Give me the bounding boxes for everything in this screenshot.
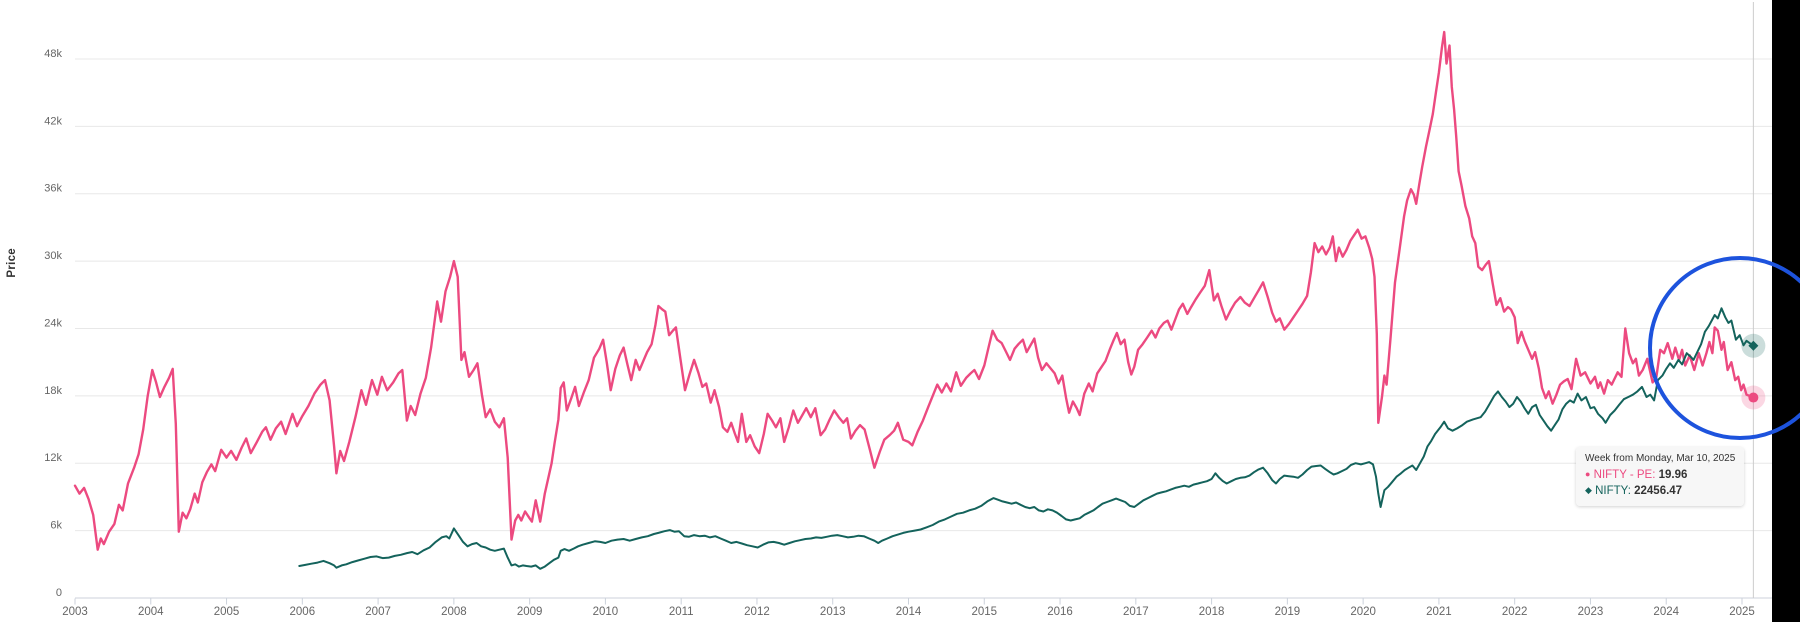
x-axis-label: 2009 <box>517 606 543 618</box>
x-axis-label: 2015 <box>971 606 997 618</box>
tooltip-row-nifty-pe: ● NIFTY - PE: 19.96 <box>1585 467 1735 484</box>
x-axis-label: 2025 <box>1729 606 1755 618</box>
tooltip-date: Week from Monday, Mar 10, 2025 <box>1585 453 1736 464</box>
x-axis-label: 2013 <box>820 606 846 618</box>
y-axis-label: 42k <box>44 115 62 127</box>
screen-edge-black-strip <box>1772 0 1800 622</box>
tooltip-series-name: NIFTY - PE <box>1593 468 1653 481</box>
x-axis-label: 2020 <box>1350 606 1376 618</box>
x-axis-label: 2004 <box>138 606 164 618</box>
y-axis-label: 48k <box>44 48 62 60</box>
x-axis-label: 2017 <box>1123 606 1149 618</box>
tooltip-value: 19.96 <box>1658 468 1688 481</box>
x-axis-label: 2023 <box>1578 606 1604 618</box>
x-axis-label: 2022 <box>1502 606 1528 618</box>
x-axis-label: 2005 <box>214 606 240 618</box>
y-axis-label: 36k <box>44 183 62 195</box>
x-axis-label: 2014 <box>896 606 922 618</box>
y-axis-label: 30k <box>44 250 62 262</box>
tooltip-value: 22456.47 <box>1634 485 1683 498</box>
x-axis-label: 2008 <box>441 606 467 618</box>
x-axis-label: 2019 <box>1275 606 1301 618</box>
y-axis-label: 12k <box>44 452 62 464</box>
tooltip-separator: : <box>1652 468 1659 481</box>
x-axis-label: 2021 <box>1426 606 1452 618</box>
x-axis-label: 2012 <box>744 606 770 618</box>
y-axis-label: 18k <box>44 385 62 397</box>
tooltip-series-name: NIFTY <box>1595 485 1628 498</box>
nifty-pe-dot-icon: ● <box>1585 468 1591 479</box>
tooltip-separator: : <box>1627 485 1635 498</box>
x-axis-label: 2007 <box>365 606 391 618</box>
nifty-diamond-icon: ◆ <box>1585 485 1592 496</box>
nifty-pe-end-marker[interactable] <box>1748 392 1759 403</box>
x-axis-label: 2018 <box>1199 606 1225 618</box>
x-axis-label: 2003 <box>62 606 88 618</box>
x-axis-label: 2006 <box>290 606 316 618</box>
y-axis-label: 6k <box>50 520 62 532</box>
x-axis-label: 2016 <box>1047 606 1073 618</box>
x-axis-label: 2011 <box>669 606 694 618</box>
hover-tooltip: Week from Monday, Mar 10, 2025 ● NIFTY -… <box>1576 447 1745 506</box>
series-line-nifty[interactable] <box>298 307 1755 570</box>
x-axis-label: 2010 <box>593 606 619 618</box>
series-line-nifty-pe[interactable] <box>73 30 1755 551</box>
y-axis-label: 0 <box>56 587 62 599</box>
tooltip-row-nifty: ◆ NIFTY: 22456.47 <box>1585 483 1735 500</box>
x-axis-label: 2024 <box>1653 606 1679 618</box>
y-axis-label: 24k <box>44 317 62 329</box>
y-axis-title: Price <box>6 248 18 278</box>
